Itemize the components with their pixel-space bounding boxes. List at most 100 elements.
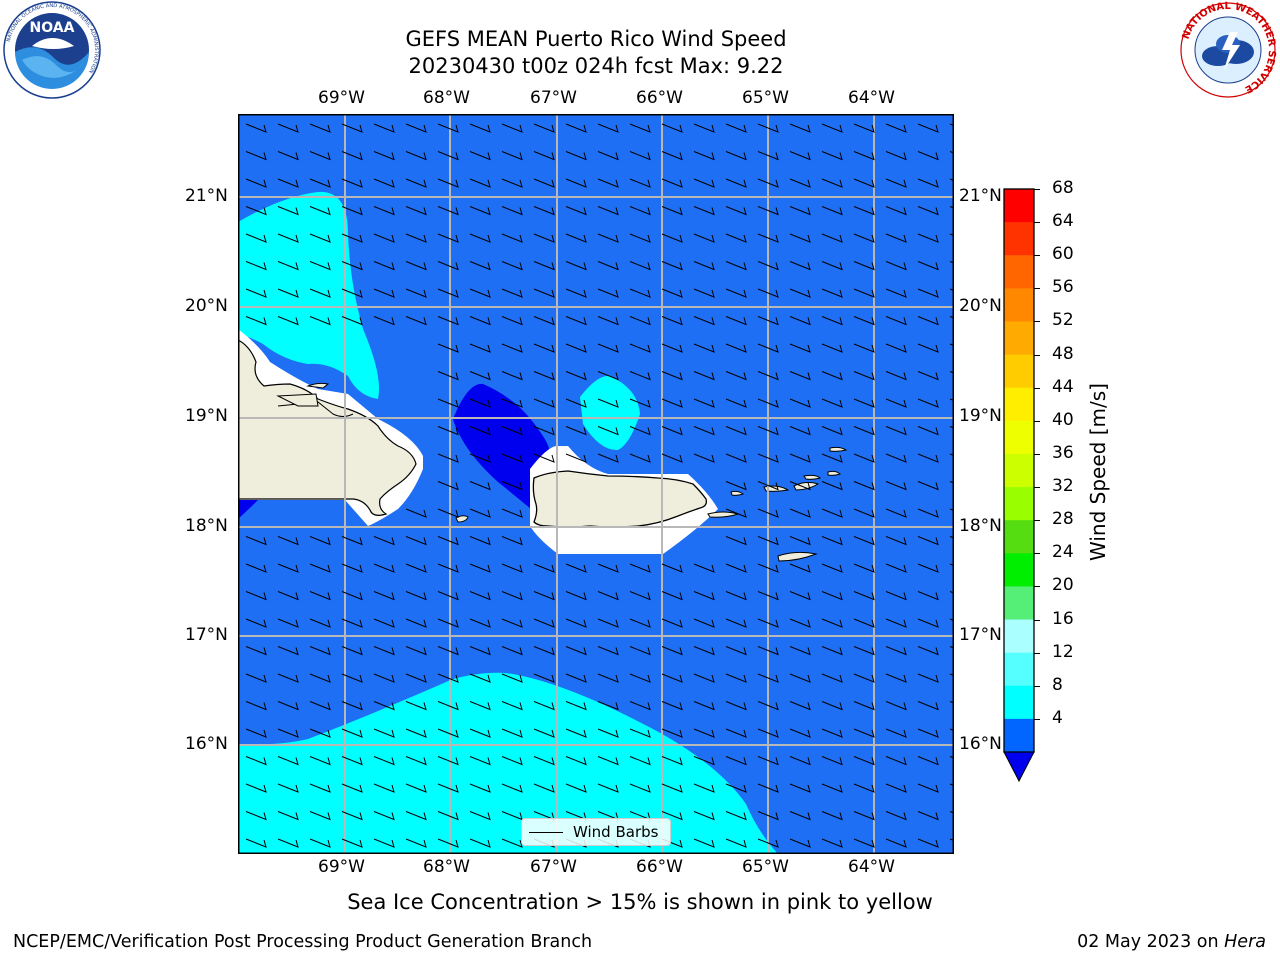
wind-barb bbox=[373, 728, 395, 738]
colorbar-tick-mark bbox=[1034, 453, 1040, 455]
wind-barb bbox=[693, 288, 715, 298]
wind-barb bbox=[469, 398, 491, 408]
wind-barb bbox=[405, 838, 427, 848]
wind-barb bbox=[373, 123, 395, 133]
wind-barb bbox=[245, 618, 267, 628]
wind-barb bbox=[469, 756, 491, 766]
wind-barb bbox=[309, 618, 331, 628]
wind-barb bbox=[725, 178, 747, 188]
wind-barb bbox=[821, 536, 843, 546]
wind-barb bbox=[565, 701, 587, 711]
wind-barb bbox=[789, 618, 811, 628]
wind-barb bbox=[789, 508, 811, 518]
wind-barb bbox=[341, 288, 363, 298]
chart-subtitle: 20230430 t00z 024h fcst Max: 9.22 bbox=[408, 54, 784, 78]
wind-barb bbox=[533, 701, 555, 711]
wind-barb bbox=[853, 343, 875, 353]
wind-barb bbox=[757, 123, 779, 133]
lat-label-right-19n: 19°N bbox=[959, 406, 1002, 426]
wind-barb bbox=[469, 646, 491, 656]
wind-barb bbox=[885, 701, 907, 711]
colorbar-segment bbox=[1004, 553, 1034, 587]
wind-barb bbox=[341, 178, 363, 188]
wind-barb bbox=[917, 398, 939, 408]
wind-barb bbox=[565, 233, 587, 243]
wind-barb bbox=[437, 178, 459, 188]
wind-barb bbox=[853, 481, 875, 491]
colorbar-tick-label: 32 bbox=[1052, 476, 1074, 497]
wind-barb bbox=[821, 481, 843, 491]
wind-barb bbox=[629, 398, 651, 408]
wind-barb bbox=[917, 838, 939, 848]
wind-barb bbox=[821, 673, 843, 683]
wind-barb bbox=[885, 838, 907, 848]
wind-barb bbox=[661, 123, 683, 133]
wind-barb bbox=[501, 453, 523, 463]
wind-barb bbox=[693, 673, 715, 683]
wind-barb bbox=[277, 206, 299, 216]
wind-barb bbox=[245, 288, 267, 298]
wind-barb bbox=[725, 206, 747, 216]
wind-barb bbox=[757, 178, 779, 188]
colorbar-tick-mark bbox=[1034, 222, 1040, 224]
wind-barb bbox=[661, 398, 683, 408]
wind-barb bbox=[821, 398, 843, 408]
wind-barb bbox=[917, 371, 939, 381]
wind-barb bbox=[693, 591, 715, 601]
colorbar-tick-mark bbox=[1034, 553, 1040, 555]
wind-barb bbox=[469, 123, 491, 133]
wind-barb bbox=[469, 426, 491, 436]
wind-barb bbox=[405, 123, 427, 133]
wind-barb bbox=[373, 783, 395, 793]
wind-barb bbox=[533, 261, 555, 271]
wind-barb bbox=[917, 151, 939, 161]
wind-barb bbox=[341, 536, 363, 546]
wind-barb bbox=[885, 151, 907, 161]
wind-barb bbox=[917, 811, 939, 821]
colorbar-tick-mark bbox=[1034, 321, 1040, 323]
wind-barb bbox=[277, 316, 299, 326]
wind-barb bbox=[725, 646, 747, 656]
wind-barb bbox=[469, 618, 491, 628]
wind-barb bbox=[885, 233, 907, 243]
wind-barb bbox=[277, 178, 299, 188]
wind-barb bbox=[885, 673, 907, 683]
wind-barb bbox=[693, 811, 715, 821]
wind-barb bbox=[565, 371, 587, 381]
wind-barb bbox=[853, 178, 875, 188]
wind-barb bbox=[437, 646, 459, 656]
wind-barb bbox=[725, 453, 747, 463]
wind-barb bbox=[405, 618, 427, 628]
wind-barb bbox=[469, 701, 491, 711]
wind-barb bbox=[821, 728, 843, 738]
chart-title: GEFS MEAN Puerto Rico Wind Speed bbox=[405, 27, 787, 51]
wind-barb bbox=[885, 206, 907, 216]
wind-barb bbox=[629, 728, 651, 738]
land-tortuga bbox=[306, 382, 330, 389]
wind-barb bbox=[853, 151, 875, 161]
wind-barb bbox=[437, 316, 459, 326]
wind-barb bbox=[789, 673, 811, 683]
noaa-logo: NOAA NATIONAL OCEANIC AND ATMOSPHERIC AD… bbox=[2, 0, 102, 100]
wind-barb bbox=[309, 288, 331, 298]
wind-barb bbox=[853, 673, 875, 683]
wind-barb bbox=[853, 811, 875, 821]
wind-barb bbox=[309, 701, 331, 711]
wind-barb bbox=[469, 288, 491, 298]
wind-barb bbox=[725, 783, 747, 793]
wind-barb bbox=[917, 728, 939, 738]
wind-barb bbox=[405, 508, 427, 518]
wind-barb bbox=[853, 838, 875, 848]
wind-barb bbox=[277, 673, 299, 683]
wind-barb bbox=[629, 646, 651, 656]
wind-barb bbox=[917, 701, 939, 711]
land-virgin-islands-5 bbox=[829, 446, 848, 452]
wind-barb bbox=[757, 508, 779, 518]
wind-barb bbox=[437, 811, 459, 821]
wind-barb bbox=[501, 646, 523, 656]
wind-barb bbox=[693, 756, 715, 766]
wind-barb bbox=[789, 591, 811, 601]
wind-barb bbox=[853, 756, 875, 766]
colorbar-tick-label: 20 bbox=[1052, 575, 1074, 596]
wind-barb bbox=[437, 398, 459, 408]
